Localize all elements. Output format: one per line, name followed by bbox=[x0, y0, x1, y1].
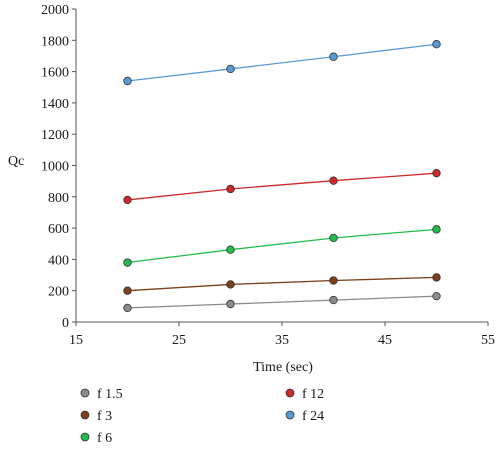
data-point bbox=[226, 184, 235, 194]
legend-label: f 3 bbox=[97, 409, 112, 424]
axes: 0 200 400 600 800 1000 1200 1400 1600 1800 2000 15 2… bbox=[41, 3, 495, 348]
data-point bbox=[123, 76, 132, 86]
y-tick-label: 600 bbox=[48, 222, 69, 237]
y-tick-label: 2000 bbox=[41, 3, 69, 18]
legend-item: f 1.5 bbox=[80, 387, 123, 402]
legend-label: f 12 bbox=[302, 387, 324, 402]
data-point bbox=[226, 245, 235, 254]
data-point bbox=[432, 168, 441, 178]
legend-item: f 24 bbox=[285, 409, 324, 424]
series-f-6 bbox=[123, 225, 441, 267]
series-line bbox=[127, 43, 437, 82]
legend-item: f 6 bbox=[80, 431, 112, 446]
data-point bbox=[329, 233, 338, 243]
series-line bbox=[127, 172, 437, 201]
y-tick-label: 1000 bbox=[41, 160, 69, 175]
legend-marker bbox=[80, 388, 90, 398]
plot-area bbox=[123, 40, 441, 313]
data-point bbox=[226, 64, 235, 74]
data-point bbox=[123, 258, 132, 267]
data-point bbox=[432, 225, 441, 234]
data-point bbox=[432, 273, 441, 282]
legend-marker bbox=[80, 432, 90, 442]
data-point bbox=[226, 280, 235, 289]
y-tick-label: 1400 bbox=[41, 97, 69, 112]
series-line bbox=[127, 228, 437, 264]
legend-label: f 24 bbox=[302, 409, 324, 424]
series-line bbox=[127, 295, 437, 309]
legend: f 1.5 f 3 f 6 f 12 f 24 bbox=[80, 387, 324, 446]
x-tick-label: 55 bbox=[481, 333, 495, 348]
y-tick-label: 200 bbox=[48, 285, 69, 300]
series-f-24 bbox=[123, 40, 441, 86]
y-axis-title: Qc bbox=[8, 154, 24, 169]
series-f-1-5 bbox=[123, 291, 441, 313]
series-line bbox=[127, 276, 437, 292]
x-axis-title: Time (sec) bbox=[253, 360, 313, 375]
legend-label: f 1.5 bbox=[97, 387, 123, 402]
data-point bbox=[432, 291, 441, 301]
data-point bbox=[432, 40, 441, 49]
legend-label: f 6 bbox=[97, 431, 112, 446]
y-tick-label: 800 bbox=[48, 191, 69, 206]
data-point bbox=[123, 303, 132, 313]
data-point bbox=[123, 286, 132, 295]
legend-item: f 12 bbox=[285, 387, 324, 402]
data-point bbox=[329, 52, 338, 61]
legend-marker bbox=[285, 388, 295, 398]
y-tick-label: 0 bbox=[62, 316, 69, 331]
legend-item: f 3 bbox=[80, 409, 112, 424]
data-point bbox=[329, 176, 338, 185]
y-tick-label: 1800 bbox=[41, 34, 69, 49]
data-point bbox=[329, 295, 338, 305]
x-tick-label: 45 bbox=[378, 333, 392, 348]
data-point bbox=[226, 299, 235, 309]
x-tick-label: 35 bbox=[275, 333, 289, 348]
y-tick-label: 1200 bbox=[41, 128, 69, 143]
x-tick-label: 25 bbox=[172, 333, 186, 348]
legend-marker bbox=[285, 410, 295, 420]
data-point bbox=[123, 195, 132, 205]
data-point bbox=[329, 276, 338, 285]
y-tick-label: 1600 bbox=[41, 66, 69, 81]
series-f-12 bbox=[123, 168, 441, 205]
series-f-3 bbox=[123, 273, 441, 295]
y-tick-label: 400 bbox=[48, 253, 69, 268]
legend-marker bbox=[80, 410, 90, 420]
x-tick-label: 15 bbox=[69, 333, 83, 348]
